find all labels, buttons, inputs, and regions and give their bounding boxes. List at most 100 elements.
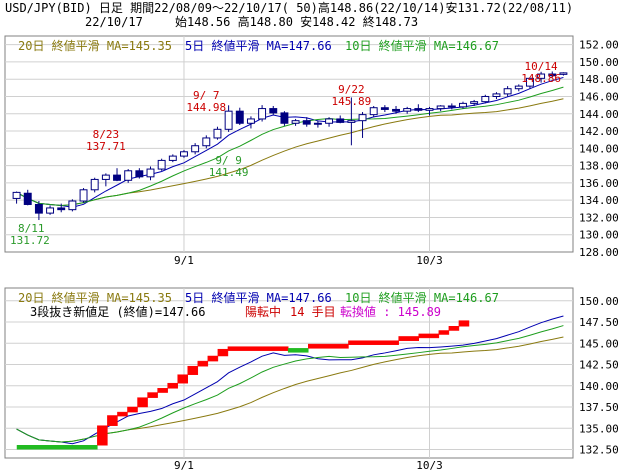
lower-y-tick-label: 132.50 <box>579 444 619 457</box>
candle-up <box>191 145 200 153</box>
candle-down <box>113 174 121 181</box>
lower-y-tick-label: 142.50 <box>579 359 619 372</box>
candle-up <box>403 108 412 112</box>
annotation-value: 131.72 <box>10 234 50 247</box>
kagi-label: 3段抜き新値足 (終値)=147.66 <box>30 305 206 319</box>
legend-ma20-lower: 20日 終値平滑 MA=145.35 <box>18 291 172 305</box>
lower-y-tick-label: 147.50 <box>579 316 619 329</box>
annotation-date: 9/ 7 <box>193 89 220 102</box>
upper-y-tick-label: 146.00 <box>579 90 619 103</box>
candle-up <box>68 200 77 211</box>
candle-up <box>146 168 155 178</box>
current-date: 22/10/17 <box>85 15 143 29</box>
candle-up <box>258 108 267 120</box>
candle-down <box>23 192 32 205</box>
annotation-date: 10/14 <box>525 60 558 73</box>
ma5-line <box>16 76 564 208</box>
candle-down <box>392 108 400 112</box>
candle-up <box>202 137 211 147</box>
annotation-value: 148.86 <box>521 72 561 85</box>
candle-down <box>235 110 244 124</box>
lower-y-tick-label: 137.50 <box>579 401 619 414</box>
candle-up <box>358 114 367 122</box>
candle-up <box>559 72 568 75</box>
brick-up <box>187 365 199 375</box>
lower-y-tick-label: 145.00 <box>579 337 619 350</box>
lower-x-tick-label: 9/1 <box>174 459 194 472</box>
candle-up <box>291 120 300 124</box>
candle-up <box>537 73 546 79</box>
legend-ma5-lower: 5日 終値平滑 MA=147.66 <box>185 291 332 305</box>
candle-up <box>101 174 110 180</box>
candle-up <box>213 128 222 139</box>
brick-up <box>137 397 148 408</box>
legend-ma20: 20日 終値平滑 MA=145.35 <box>18 39 172 53</box>
candle-up <box>224 110 233 130</box>
lower-y-tick-label: 140.00 <box>579 380 619 393</box>
upper-x-tick-label: 10/3 <box>416 254 443 267</box>
annotation-date: 8/23 <box>93 128 120 141</box>
brick-up <box>167 382 178 389</box>
candle-up <box>168 155 177 161</box>
ma10-line-lower <box>16 325 564 443</box>
kagi-reversal: 転換値 : 145.89 <box>340 305 442 319</box>
upper-y-tick-label: 150.00 <box>579 56 619 69</box>
candle-up <box>514 85 523 90</box>
brick-up <box>117 411 128 417</box>
candle-down <box>548 73 557 77</box>
candle-up <box>425 108 434 111</box>
ma10-line <box>16 86 564 207</box>
candle-up <box>470 101 479 104</box>
annotation-date: 9/ 9 <box>215 154 242 167</box>
candle-down <box>269 108 278 114</box>
brick-up <box>177 374 188 384</box>
brick-up <box>107 415 118 426</box>
candle-up <box>525 77 534 87</box>
candle-up <box>313 122 322 125</box>
upper-y-tick-label: 134.00 <box>579 194 619 207</box>
candle-up <box>459 102 467 108</box>
candle-up <box>503 88 512 95</box>
candle-down <box>280 112 289 124</box>
candle-down <box>302 120 311 125</box>
candle-up <box>12 191 21 199</box>
lower-x-tick-label: 10/3 <box>416 459 443 472</box>
legend-ma10: 10日 終値平滑 MA=146.67 <box>345 39 499 53</box>
candle-up <box>492 93 501 97</box>
candle-down <box>414 108 423 111</box>
brick-up <box>458 320 470 327</box>
brick-up <box>127 406 138 413</box>
annotation-value: 144.98 <box>186 101 226 114</box>
header-row-1: USD/JPY(BID) 日足 期間22/08/09〜22/10/17( 50)… <box>0 1 624 16</box>
upper-y-tick-label: 140.00 <box>579 142 619 155</box>
brick-up <box>398 336 420 341</box>
upper-y-tick-label: 142.00 <box>579 125 619 138</box>
brick-up <box>217 348 229 357</box>
ma5-line-lower <box>16 315 564 445</box>
current-ohlc: 始148.56 高148.80 安148.42 終148.73 <box>175 15 419 29</box>
annotation-date: 8/11 <box>18 222 45 235</box>
candle-down <box>57 207 66 211</box>
kagi-count: 14 手目 <box>290 305 336 319</box>
upper-y-tick-label: 152.00 <box>579 39 619 52</box>
candle-up <box>325 118 334 124</box>
candle-down <box>34 203 43 214</box>
kagi-status: 陽転中 <box>245 305 282 319</box>
brick-up <box>207 355 219 362</box>
brick-up <box>348 340 399 345</box>
candle-down <box>447 105 456 108</box>
candle-up <box>246 118 255 124</box>
header-row-2: 22/10/17 始148.56 高148.80 安148.42 終148.73 <box>0 15 624 30</box>
brick-up <box>157 388 168 393</box>
brick-up <box>438 330 450 335</box>
brick-up <box>147 392 158 398</box>
brick-up <box>308 343 349 349</box>
brick-up <box>197 360 209 367</box>
annotation-value: 141.49 <box>209 166 249 179</box>
candle-up <box>369 107 378 116</box>
upper-x-tick-label: 9/1 <box>174 254 194 267</box>
annotation-value: 137.71 <box>86 140 126 153</box>
candle-up <box>90 178 99 191</box>
